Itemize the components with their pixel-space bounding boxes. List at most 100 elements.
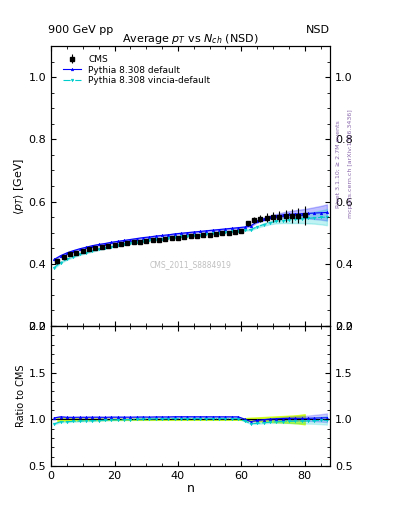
Text: mcplots.cern.ch [arXiv:1306.3436]: mcplots.cern.ch [arXiv:1306.3436]: [348, 110, 353, 218]
Pythia 8.308 vincia-default: [160, 236, 164, 242]
Pythia 8.308 vincia-default: [293, 216, 298, 222]
Legend: CMS, Pythia 8.308 default, Pythia 8.308 vincia-default: CMS, Pythia 8.308 default, Pythia 8.308 …: [61, 53, 212, 87]
Pythia 8.308 vincia-default: [173, 234, 177, 240]
Pythia 8.308 default: [115, 238, 120, 244]
Pythia 8.308 vincia-default: [198, 231, 202, 238]
Pythia 8.308 default: [84, 244, 88, 250]
Text: Rivet 3.1.10; ≥ 2.7M events: Rivet 3.1.10; ≥ 2.7M events: [336, 120, 341, 208]
Pythia 8.308 default: [318, 210, 323, 216]
Pythia 8.308 default: [191, 229, 196, 235]
Pythia 8.308 default: [210, 227, 215, 233]
Pythia 8.308 default: [134, 236, 139, 242]
Pythia 8.308 default: [204, 228, 209, 234]
Pythia 8.308 vincia-default: [71, 253, 75, 260]
Pythia 8.308 default: [242, 224, 247, 230]
Pythia 8.308 default: [109, 239, 114, 245]
Pythia 8.308 vincia-default: [115, 242, 120, 248]
Pythia 8.308 vincia-default: [185, 233, 190, 239]
Line: Pythia 8.308 default: Pythia 8.308 default: [53, 211, 328, 261]
Pythia 8.308 vincia-default: [147, 237, 152, 243]
Pythia 8.308 vincia-default: [274, 219, 279, 225]
Pythia 8.308 default: [325, 209, 329, 216]
Pythia 8.308 default: [90, 243, 95, 249]
X-axis label: n: n: [187, 482, 195, 495]
Pythia 8.308 vincia-default: [248, 226, 253, 232]
Pythia 8.308 default: [286, 211, 291, 218]
Pythia 8.308 vincia-default: [109, 244, 114, 250]
Pythia 8.308 default: [96, 242, 101, 248]
Pythia 8.308 default: [103, 241, 107, 247]
Pythia 8.308 vincia-default: [191, 232, 196, 238]
Pythia 8.308 vincia-default: [103, 245, 107, 251]
Pythia 8.308 default: [293, 211, 298, 217]
Pythia 8.308 vincia-default: [179, 233, 184, 240]
Pythia 8.308 vincia-default: [242, 227, 247, 233]
Pythia 8.308 vincia-default: [306, 216, 310, 222]
Line: Pythia 8.308 vincia-default: Pythia 8.308 vincia-default: [53, 216, 328, 269]
Pythia 8.308 default: [64, 250, 69, 256]
Pythia 8.308 vincia-default: [166, 234, 171, 241]
Pythia 8.308 vincia-default: [268, 220, 272, 226]
Y-axis label: Ratio to CMS: Ratio to CMS: [16, 365, 26, 427]
Pythia 8.308 vincia-default: [255, 224, 259, 230]
Pythia 8.308 default: [261, 216, 266, 222]
Pythia 8.308 default: [77, 246, 82, 252]
Pythia 8.308 vincia-default: [153, 236, 158, 242]
Pythia 8.308 vincia-default: [325, 214, 329, 220]
Pythia 8.308 vincia-default: [223, 229, 228, 235]
Pythia 8.308 default: [255, 219, 259, 225]
Pythia 8.308 default: [147, 234, 152, 240]
Pythia 8.308 default: [280, 212, 285, 218]
Pythia 8.308 vincia-default: [122, 241, 127, 247]
Pythia 8.308 default: [185, 229, 190, 236]
Pythia 8.308 vincia-default: [134, 239, 139, 245]
Pythia 8.308 vincia-default: [236, 228, 241, 234]
Pythia 8.308 vincia-default: [58, 260, 63, 266]
Pythia 8.308 default: [173, 231, 177, 237]
Pythia 8.308 vincia-default: [210, 230, 215, 237]
Pythia 8.308 default: [58, 252, 63, 259]
Text: 900 GeV pp: 900 GeV pp: [48, 25, 114, 35]
Pythia 8.308 vincia-default: [128, 240, 133, 246]
Pythia 8.308 default: [312, 210, 317, 216]
Pythia 8.308 default: [71, 248, 75, 254]
Pythia 8.308 vincia-default: [52, 264, 57, 270]
Pythia 8.308 vincia-default: [77, 251, 82, 258]
Pythia 8.308 default: [274, 213, 279, 219]
Pythia 8.308 vincia-default: [217, 229, 222, 236]
Pythia 8.308 default: [299, 210, 304, 217]
Pythia 8.308 vincia-default: [299, 216, 304, 222]
Pythia 8.308 vincia-default: [64, 256, 69, 262]
Pythia 8.308 vincia-default: [230, 228, 234, 234]
Pythia 8.308 vincia-default: [96, 246, 101, 252]
Pythia 8.308 vincia-default: [141, 238, 145, 244]
Pythia 8.308 default: [122, 238, 127, 244]
Pythia 8.308 default: [52, 257, 57, 263]
Pythia 8.308 vincia-default: [90, 248, 95, 254]
Pythia 8.308 vincia-default: [312, 215, 317, 221]
Pythia 8.308 default: [128, 237, 133, 243]
Pythia 8.308 default: [198, 228, 202, 234]
Pythia 8.308 default: [217, 226, 222, 232]
Pythia 8.308 default: [230, 225, 234, 231]
Pythia 8.308 vincia-default: [261, 222, 266, 228]
Pythia 8.308 default: [160, 232, 164, 239]
Pythia 8.308 vincia-default: [286, 217, 291, 223]
Pythia 8.308 default: [236, 225, 241, 231]
Y-axis label: $\langle p_T \rangle$ [GeV]: $\langle p_T \rangle$ [GeV]: [12, 157, 26, 215]
Pythia 8.308 default: [179, 230, 184, 237]
Pythia 8.308 vincia-default: [280, 218, 285, 224]
Title: Average $p_T$ vs $N_{ch}$ (NSD): Average $p_T$ vs $N_{ch}$ (NSD): [122, 32, 259, 46]
Pythia 8.308 vincia-default: [84, 249, 88, 255]
Pythia 8.308 default: [153, 233, 158, 239]
Pythia 8.308 vincia-default: [318, 215, 323, 221]
Pythia 8.308 default: [248, 223, 253, 229]
Text: CMS_2011_S8884919: CMS_2011_S8884919: [150, 260, 231, 269]
Pythia 8.308 default: [141, 234, 145, 241]
Pythia 8.308 default: [268, 214, 272, 220]
Pythia 8.308 default: [223, 226, 228, 232]
Pythia 8.308 default: [306, 210, 310, 217]
Pythia 8.308 vincia-default: [204, 231, 209, 237]
Pythia 8.308 default: [166, 232, 171, 238]
Text: NSD: NSD: [306, 25, 330, 35]
